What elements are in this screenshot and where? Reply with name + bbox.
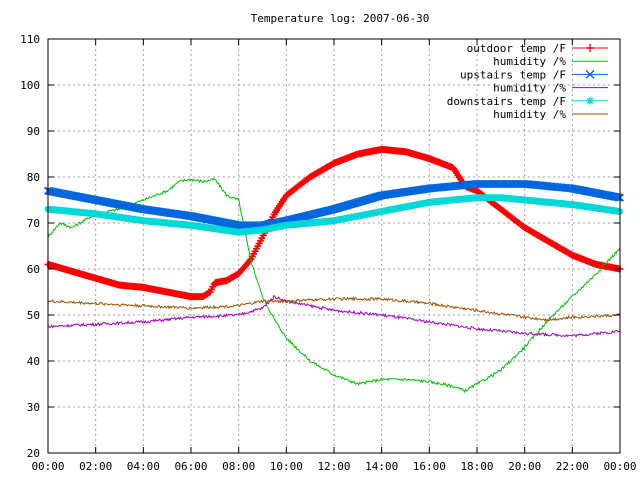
y-tick-label: 60 <box>27 263 40 276</box>
axes: 20 30 40 50 60 70 80 90 100 110 00:00 02:00 04:00 06:… <box>20 33 636 473</box>
legend-label: humidity /% <box>493 82 566 95</box>
x-tick-label: 22:00 <box>556 460 589 473</box>
legend-label: humidity /% <box>493 108 566 121</box>
legend-label: outdoor temp /F <box>467 42 566 55</box>
legend-label: upstairs temp /F <box>460 68 566 81</box>
series-4 <box>47 295 621 338</box>
y-tick-label: 110 <box>20 33 40 46</box>
x-tick-label: 00:00 <box>603 460 636 473</box>
y-tick-label: 80 <box>27 171 40 184</box>
y-tick-label: 90 <box>27 125 40 138</box>
legend-marker <box>585 69 595 79</box>
chart-title: Temperature log: 2007-06-30 <box>251 12 430 25</box>
y-tick-label: 30 <box>27 401 40 414</box>
x-tick-label: 10:00 <box>270 460 303 473</box>
y-tick-label: 20 <box>27 447 40 460</box>
series-line <box>47 296 621 322</box>
x-tick-label: 14:00 <box>365 460 398 473</box>
series-2 <box>47 177 621 394</box>
y-tick-label: 50 <box>27 309 40 322</box>
x-tick-label: 06:00 <box>174 460 207 473</box>
series-line <box>47 295 621 338</box>
series-line <box>47 177 621 394</box>
legend-label: downstairs temp /F <box>447 95 566 108</box>
x-tick-label: 16:00 <box>413 460 446 473</box>
x-tick-label: 18:00 <box>460 460 493 473</box>
series-6 <box>47 296 621 322</box>
y-tick-label: 70 <box>27 217 40 230</box>
x-tick-label: 02:00 <box>79 460 112 473</box>
x-tick-label: 12:00 <box>317 460 350 473</box>
legend-marker <box>586 96 594 105</box>
y-tick-label: 40 <box>27 355 40 368</box>
x-tick-label: 00:00 <box>31 460 64 473</box>
x-tick-label: 08:00 <box>222 460 255 473</box>
x-tick-label: 04:00 <box>127 460 160 473</box>
x-tick-label: 20:00 <box>508 460 541 473</box>
legend-label: humidity /% <box>493 55 566 68</box>
y-tick-label: 100 <box>20 79 40 92</box>
legend-marker <box>586 44 594 52</box>
